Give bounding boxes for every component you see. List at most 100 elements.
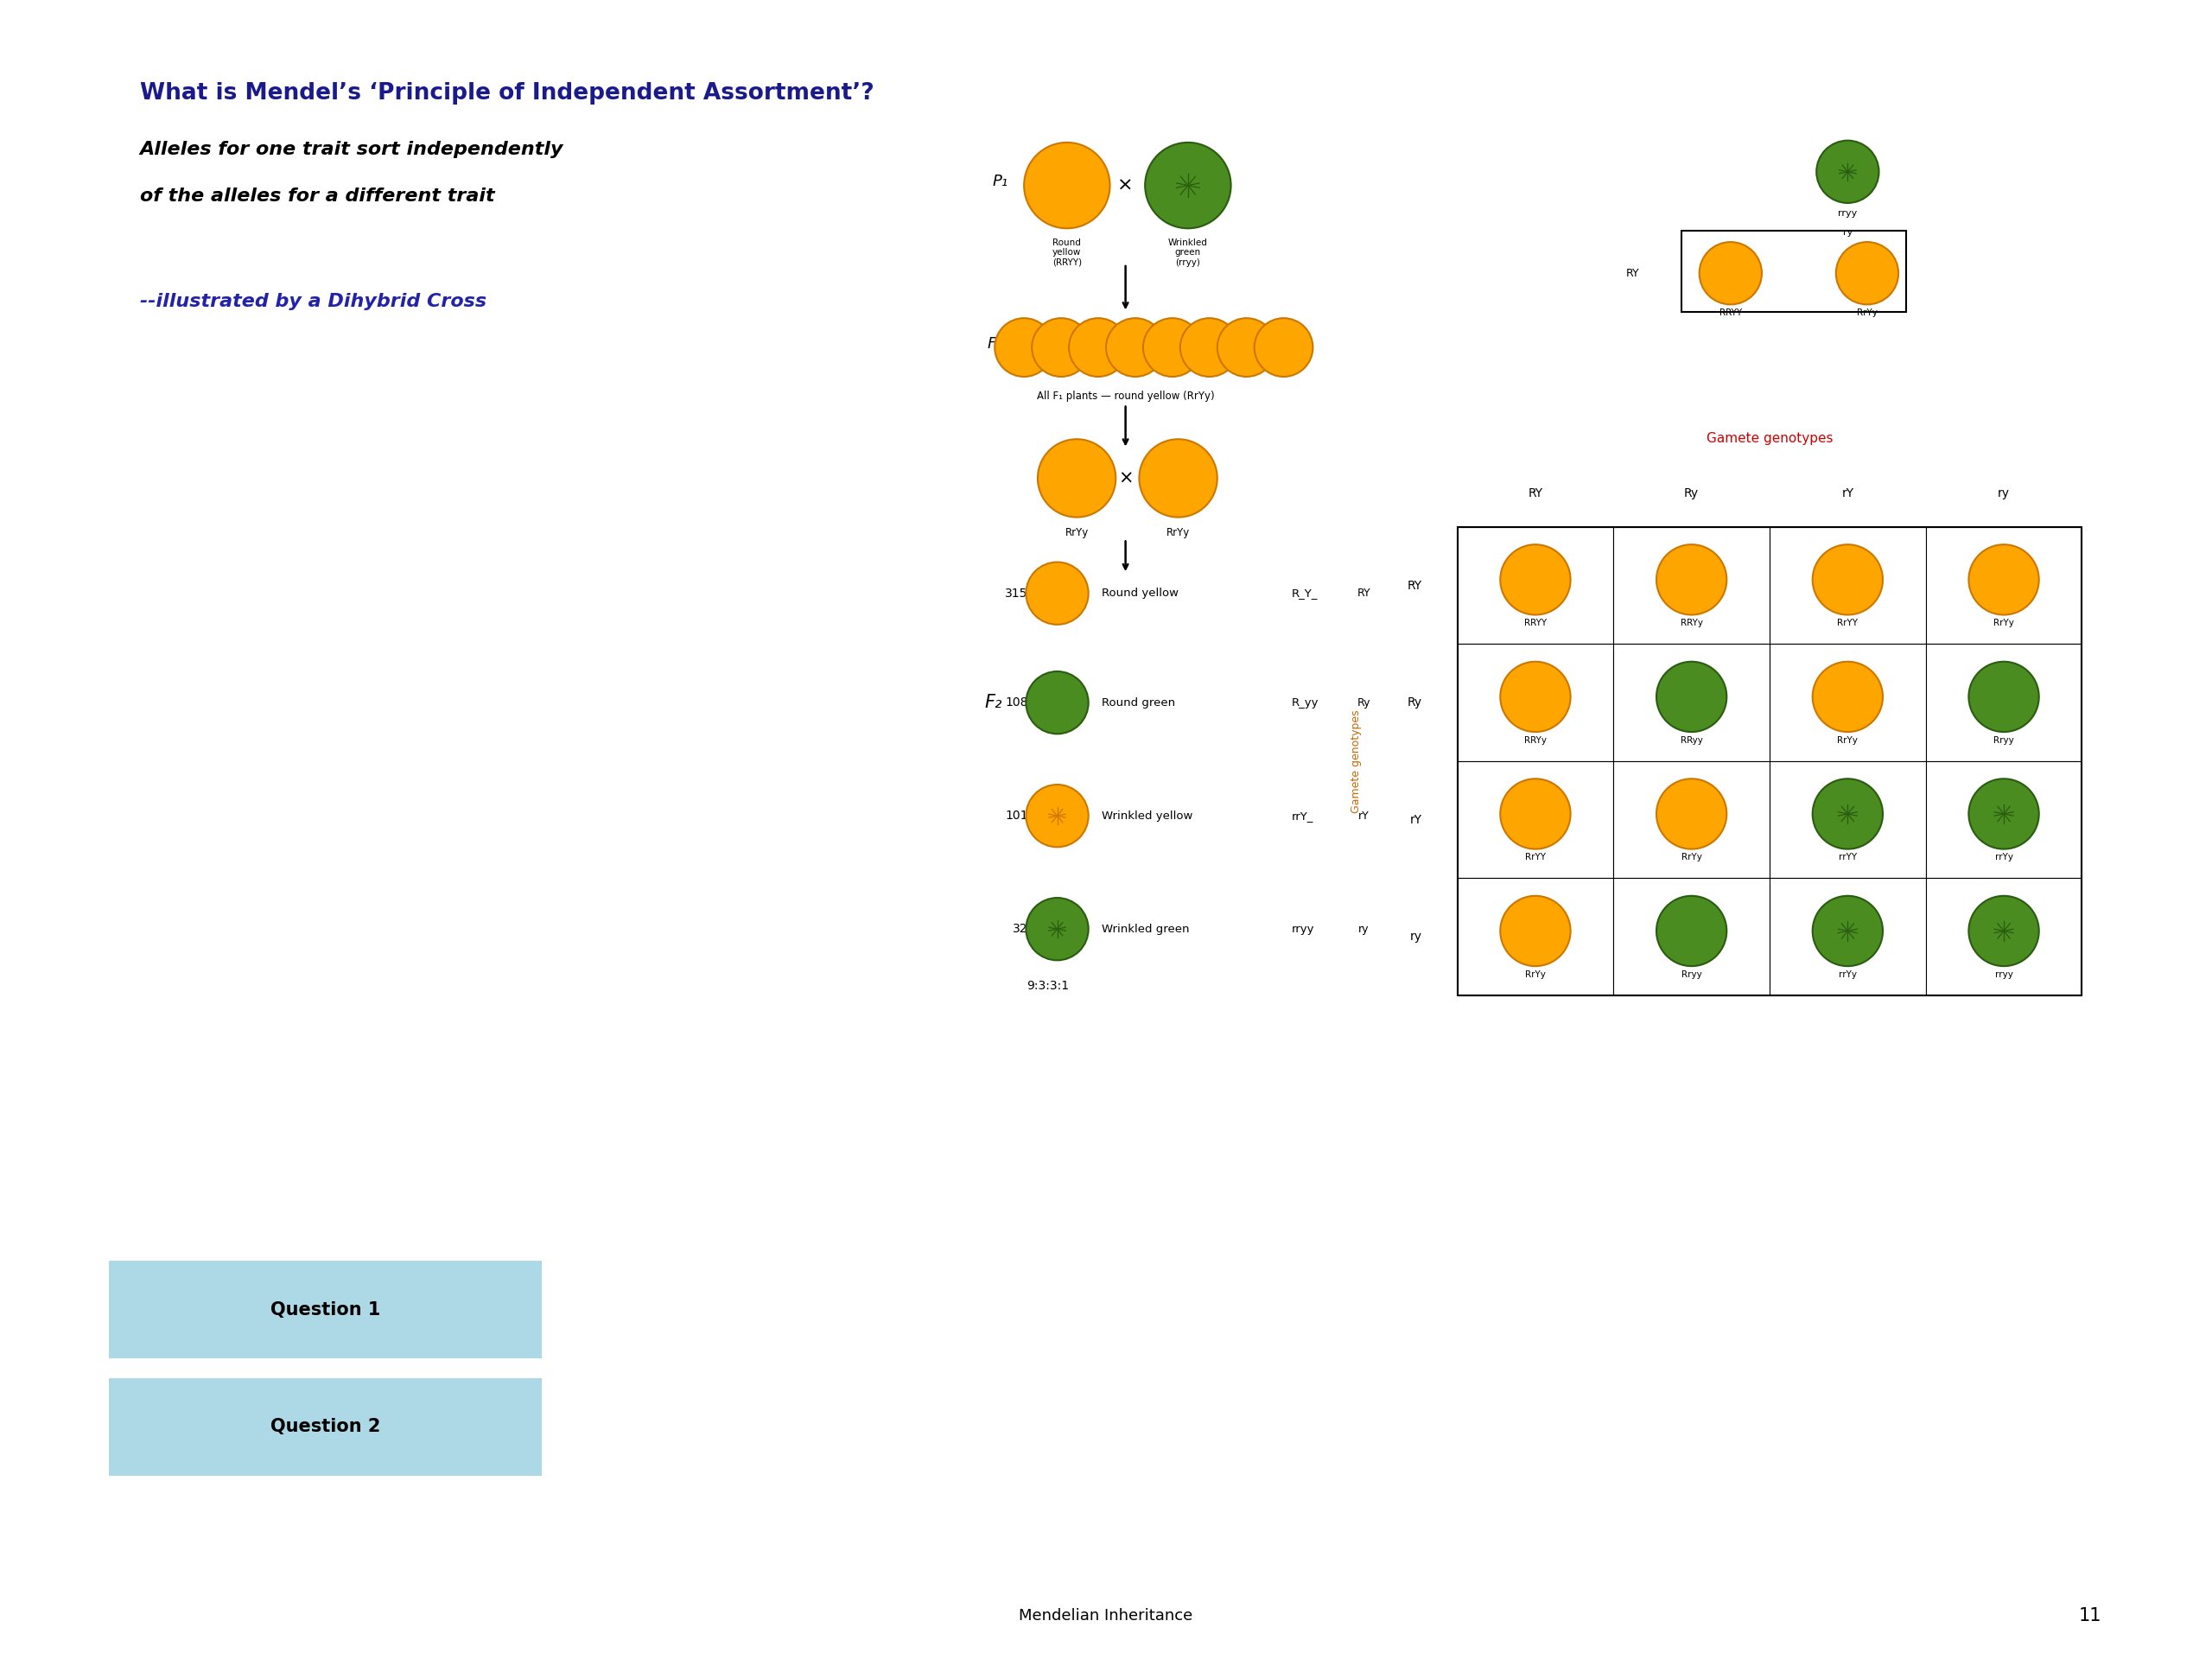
Text: rrY_: rrY_ [1292, 810, 1314, 821]
Text: Question 1: Question 1 [270, 1301, 380, 1319]
Text: Ry: Ry [1407, 697, 1422, 708]
Text: Gamete genotypes: Gamete genotypes [1705, 431, 1834, 445]
Circle shape [1500, 896, 1571, 966]
Bar [1770, 761, 1927, 878]
Text: Gamete genotypes: Gamete genotypes [1349, 710, 1360, 813]
Circle shape [1816, 141, 1878, 202]
Text: rY: rY [1409, 813, 1422, 826]
Text: --illustrated by a Dihybrid Cross: --illustrated by a Dihybrid Cross [139, 292, 487, 310]
Text: Rryy: Rryy [1681, 971, 1701, 979]
Circle shape [1657, 544, 1728, 615]
Circle shape [1217, 319, 1276, 377]
Text: ry: ry [1997, 488, 2011, 499]
Text: rryy: rryy [1292, 924, 1314, 934]
Circle shape [1026, 785, 1088, 848]
Circle shape [1254, 319, 1314, 377]
Text: RrYy: RrYy [1681, 853, 1701, 863]
Text: Question 2: Question 2 [270, 1418, 380, 1435]
Text: Round
yellow
(RRYY): Round yellow (RRYY) [1053, 239, 1082, 267]
Text: Rryy: Rryy [1993, 737, 2015, 745]
Circle shape [1026, 898, 1088, 961]
Text: RRYy: RRYy [1681, 619, 1703, 627]
Circle shape [1969, 896, 2039, 966]
Bar [1458, 761, 1613, 878]
Text: ×: × [1117, 178, 1133, 194]
Text: R_yy: R_yy [1292, 697, 1318, 708]
Bar [1613, 878, 1770, 995]
Text: RrYy: RrYy [1856, 309, 1878, 317]
Bar [1681, 231, 1907, 312]
Circle shape [1699, 242, 1761, 305]
Text: Round green: Round green [1102, 697, 1175, 708]
Circle shape [1037, 440, 1115, 518]
Text: RrYy: RrYy [1524, 971, 1546, 979]
Circle shape [1026, 562, 1088, 624]
Text: RY: RY [1626, 267, 1639, 279]
Bar [1927, 761, 2081, 878]
Text: rryy: rryy [1995, 971, 2013, 979]
Text: 101: 101 [1004, 810, 1029, 821]
Text: rryy: rryy [1838, 209, 1858, 217]
Text: Alleles for one trait sort independently: Alleles for one trait sort independently [139, 141, 564, 158]
Circle shape [1146, 143, 1230, 229]
Text: 11: 11 [2079, 1608, 2101, 1624]
Bar [1458, 878, 1613, 995]
Circle shape [1836, 242, 1898, 305]
FancyBboxPatch shape [108, 1379, 542, 1475]
Circle shape [1812, 896, 1882, 966]
Bar [1770, 644, 1927, 761]
Text: rY: rY [1358, 810, 1369, 821]
Bar [1927, 644, 2081, 761]
Text: Wrinkled yellow: Wrinkled yellow [1102, 810, 1192, 821]
Text: P₁: P₁ [993, 174, 1009, 189]
Text: F₁: F₁ [987, 335, 1002, 352]
Bar [1458, 528, 2081, 995]
Text: rrYY: rrYY [1838, 853, 1856, 863]
Text: RrYy: RrYy [1064, 528, 1088, 538]
Bar [1613, 761, 1770, 878]
Text: 32: 32 [1013, 922, 1029, 936]
Text: R_Y_: R_Y_ [1292, 587, 1318, 599]
Text: F₂: F₂ [984, 693, 1002, 712]
Text: Round yellow: Round yellow [1102, 587, 1179, 599]
Text: 108: 108 [1004, 697, 1029, 708]
Bar [1770, 878, 1927, 995]
Circle shape [1812, 544, 1882, 615]
Circle shape [1106, 319, 1164, 377]
Text: RY: RY [1528, 488, 1542, 499]
Text: rrYy: rrYy [1995, 853, 2013, 863]
Circle shape [1969, 544, 2039, 615]
Circle shape [1139, 440, 1217, 518]
Circle shape [1969, 662, 2039, 732]
Text: rrYy: rrYy [1838, 971, 1856, 979]
Circle shape [1657, 662, 1728, 732]
Circle shape [1031, 319, 1091, 377]
Circle shape [1181, 319, 1239, 377]
Bar [1927, 878, 2081, 995]
Text: RY: RY [1407, 579, 1422, 592]
Text: RY: RY [1356, 587, 1371, 599]
Bar [1927, 528, 2081, 644]
Text: ry: ry [1409, 931, 1422, 942]
Text: ry: ry [1843, 229, 1851, 237]
Text: RrYy: RrYy [1838, 737, 1858, 745]
Text: RRYY: RRYY [1719, 309, 1741, 317]
Text: ×: × [1117, 469, 1133, 486]
Text: of the alleles for a different trait: of the alleles for a different trait [139, 187, 495, 204]
Text: rY: rY [1843, 488, 1854, 499]
Text: ry: ry [1358, 924, 1369, 934]
Text: 9:3:3:1: 9:3:3:1 [1026, 979, 1068, 992]
Circle shape [1812, 778, 1882, 849]
Text: RRyy: RRyy [1681, 737, 1703, 745]
Circle shape [995, 319, 1053, 377]
Circle shape [1657, 896, 1728, 966]
Text: RRYy: RRYy [1524, 737, 1546, 745]
Circle shape [1026, 672, 1088, 733]
Circle shape [1068, 319, 1128, 377]
Circle shape [1500, 662, 1571, 732]
Text: RrYy: RrYy [1166, 528, 1190, 538]
Text: Ry: Ry [1356, 697, 1369, 708]
Text: 315: 315 [1004, 587, 1029, 599]
Bar [1770, 528, 1927, 644]
Circle shape [1969, 778, 2039, 849]
